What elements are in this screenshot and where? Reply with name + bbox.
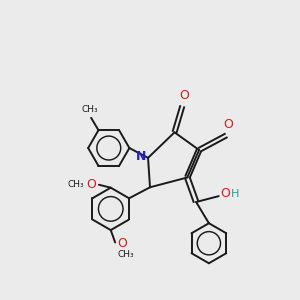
Text: O: O	[179, 89, 189, 102]
Text: CH₃: CH₃	[118, 250, 134, 259]
Text: CH₃: CH₃	[67, 180, 84, 189]
Text: H: H	[231, 189, 239, 199]
Text: N: N	[136, 150, 147, 163]
Text: CH₃: CH₃	[81, 105, 98, 114]
Text: O: O	[220, 187, 230, 200]
Text: O: O	[118, 237, 128, 250]
Text: O: O	[223, 118, 233, 131]
Text: O: O	[87, 178, 97, 191]
